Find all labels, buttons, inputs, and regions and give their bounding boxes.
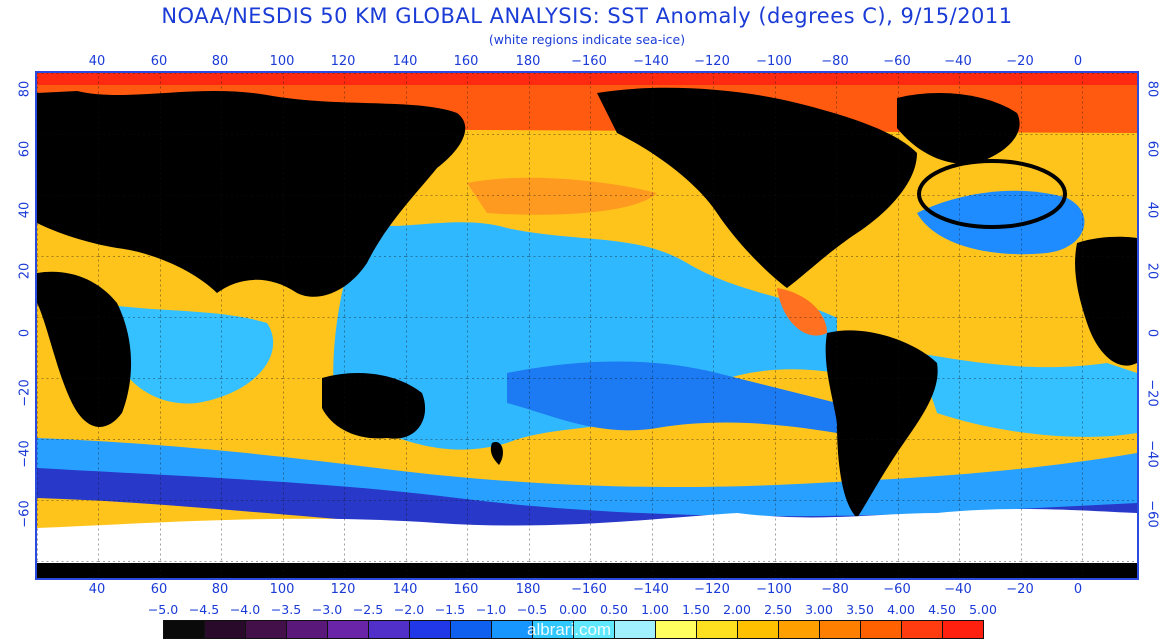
lat-label: −60 <box>1144 500 1160 528</box>
colorbar-label: 0.00 <box>559 602 587 617</box>
lon-label: −40 <box>944 54 972 69</box>
map-title: NOAA/NESDIS 50 KM GLOBAL ANALYSIS: SST A… <box>161 4 1013 28</box>
colorbar-segment <box>164 621 205 638</box>
lon-label: −20 <box>1006 54 1034 69</box>
colorbar-legend <box>163 620 984 639</box>
lon-label: 180 <box>515 582 541 597</box>
colorbar-label: 1.00 <box>641 602 669 617</box>
lat-label: −20 <box>1144 379 1160 407</box>
lat-label: 80 <box>1144 80 1160 98</box>
colorbar-segment <box>287 621 328 638</box>
lon-label: −120 <box>694 582 730 597</box>
lon-label: 120 <box>330 54 356 69</box>
lon-label: −80 <box>821 54 849 69</box>
colorbar-segment <box>943 621 983 638</box>
lon-label: 100 <box>269 54 295 69</box>
gridlines <box>37 73 1137 578</box>
lon-label: −140 <box>633 54 669 69</box>
colorbar-segment <box>410 621 451 638</box>
colorbar-label: 0.50 <box>600 602 628 617</box>
lon-label: −60 <box>883 582 911 597</box>
map-subtitle: (white regions indicate sea-ice) <box>488 32 686 47</box>
colorbar-segment <box>492 621 533 638</box>
lon-label: 100 <box>269 582 295 597</box>
lon-label: −100 <box>756 582 792 597</box>
lon-label: −60 <box>883 54 911 69</box>
lat-label: 40 <box>1144 201 1160 219</box>
lon-label: 0 <box>1073 582 1083 597</box>
lon-label: 40 <box>88 582 106 597</box>
colorbar-segment <box>779 621 820 638</box>
colorbar-segment <box>205 621 246 638</box>
lon-label: 80 <box>211 582 229 597</box>
lon-label: 40 <box>88 54 106 69</box>
colorbar-label: −3.0 <box>311 602 343 617</box>
colorbar-label: 4.50 <box>928 602 956 617</box>
map-canvas <box>37 73 1137 578</box>
colorbar-label: −4.0 <box>229 602 261 617</box>
lat-label: −60 <box>17 500 33 528</box>
lon-label: −100 <box>756 54 792 69</box>
colorbar-label: −4.5 <box>188 602 220 617</box>
lat-label: 0 <box>1144 328 1160 338</box>
lon-label: 140 <box>392 54 418 69</box>
lon-label: −80 <box>821 582 849 597</box>
colorbar-segment <box>738 621 779 638</box>
colorbar-segment <box>533 621 574 638</box>
lon-label: 160 <box>453 54 479 69</box>
lon-label: 140 <box>392 582 418 597</box>
watermark-text: albrari.com <box>527 620 612 639</box>
lon-label: −40 <box>944 582 972 597</box>
lat-label: 40 <box>17 201 33 219</box>
colorbar-segment <box>369 621 410 638</box>
colorbar-segment <box>697 621 738 638</box>
lat-label: 60 <box>17 140 33 158</box>
lon-label: 180 <box>515 54 541 69</box>
lon-label: −160 <box>571 54 607 69</box>
colorbar-segment <box>820 621 861 638</box>
lat-label: −20 <box>17 379 33 407</box>
lon-label: 160 <box>453 582 479 597</box>
lon-label: 80 <box>211 54 229 69</box>
colorbar-label: 2.00 <box>723 602 751 617</box>
colorbar-segment <box>451 621 492 638</box>
colorbar-segment <box>615 621 656 638</box>
colorbar-label: −2.0 <box>393 602 425 617</box>
lat-label: 0 <box>17 328 33 338</box>
lon-label: −140 <box>633 582 669 597</box>
colorbar-label: 4.00 <box>887 602 915 617</box>
colorbar-label: −1.0 <box>475 602 507 617</box>
lon-label: 60 <box>150 582 168 597</box>
colorbar-label: 2.50 <box>764 602 792 617</box>
colorbar-label: 1.50 <box>682 602 710 617</box>
lat-label: 20 <box>17 262 33 280</box>
colorbar-label: 5.00 <box>969 602 997 617</box>
colorbar-segment <box>656 621 697 638</box>
lat-label: 20 <box>1144 262 1160 280</box>
sst-anomaly-map <box>35 71 1139 580</box>
colorbar-segment <box>328 621 369 638</box>
colorbar-segment <box>246 621 287 638</box>
lon-label: 0 <box>1073 54 1083 69</box>
colorbar-segment <box>861 621 902 638</box>
lon-label: 60 <box>150 54 168 69</box>
colorbar-label: −0.5 <box>516 602 548 617</box>
lon-label: −120 <box>694 54 730 69</box>
colorbar-label: −2.5 <box>352 602 384 617</box>
lon-label: 120 <box>330 582 356 597</box>
lat-label: −40 <box>17 440 33 468</box>
lat-label: −40 <box>1144 440 1160 468</box>
colorbar-label: −3.5 <box>270 602 302 617</box>
lat-label: 80 <box>17 80 33 98</box>
colorbar-label: 3.50 <box>846 602 874 617</box>
lat-label: 60 <box>1144 140 1160 158</box>
lon-label: −160 <box>571 582 607 597</box>
colorbar-segment <box>902 621 943 638</box>
lon-label: −20 <box>1006 582 1034 597</box>
colorbar-label: 3.00 <box>805 602 833 617</box>
colorbar-segment <box>574 621 615 638</box>
colorbar-label: −5.0 <box>147 602 179 617</box>
colorbar-label: −1.5 <box>434 602 466 617</box>
